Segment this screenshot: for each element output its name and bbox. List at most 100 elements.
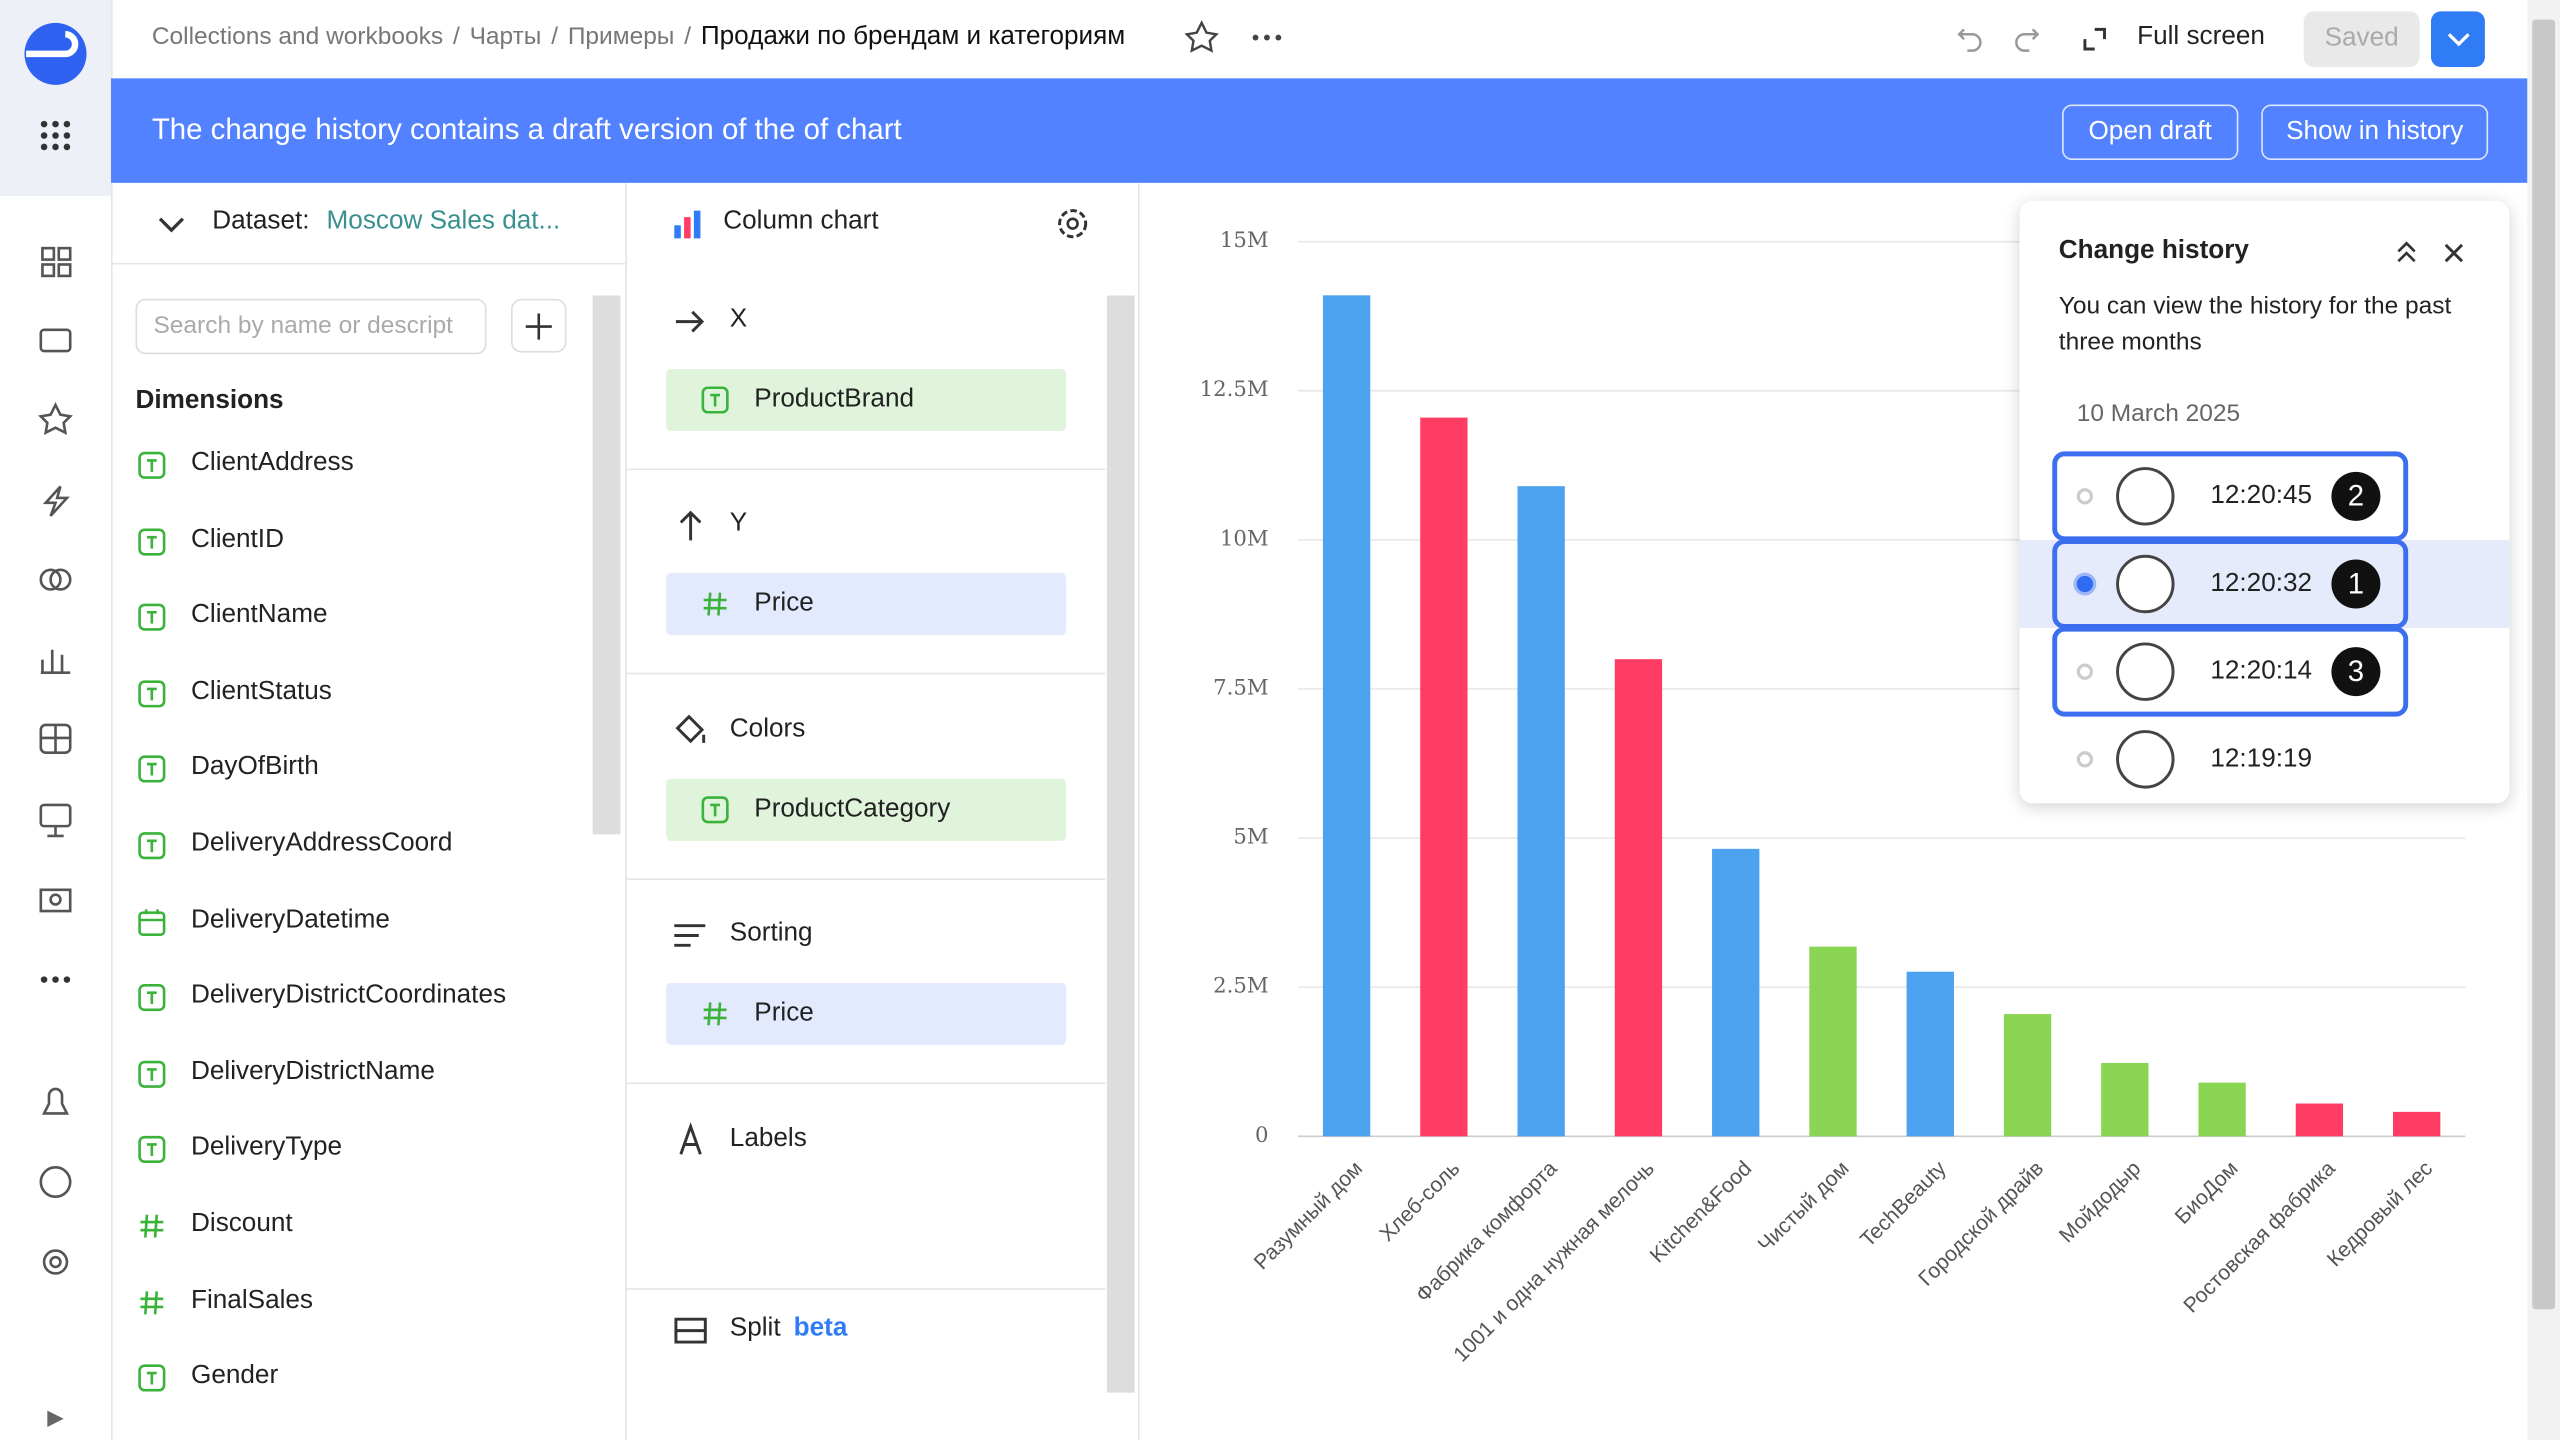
text-field-icon bbox=[138, 756, 166, 784]
version-time: 12:20:14 bbox=[2210, 655, 2312, 685]
icon-frame bbox=[138, 832, 166, 860]
beta-badge: beta bbox=[793, 1314, 848, 1343]
bar bbox=[1712, 848, 1760, 1137]
field-name[interactable]: FinalSales bbox=[191, 1285, 313, 1314]
section-title: Split beta bbox=[729, 1314, 848, 1343]
icon-frame bbox=[138, 679, 166, 708]
dataset-panel bbox=[111, 182, 627, 1440]
field-name[interactable]: DeliveryDatetime bbox=[191, 905, 390, 934]
text-field-icon bbox=[138, 832, 166, 860]
header-icons bbox=[1184, 11, 2485, 67]
field-name[interactable]: DeliveryDistrictCoordinates bbox=[191, 981, 507, 1010]
field-pill[interactable] bbox=[666, 573, 1067, 636]
field-name[interactable]: DeliveryAddressCoord bbox=[191, 829, 453, 858]
field-name[interactable]: DayOfBirth bbox=[191, 753, 319, 782]
version-circle bbox=[2116, 642, 2175, 701]
date-field-icon bbox=[138, 908, 166, 936]
timeline-dot bbox=[2076, 663, 2094, 680]
highlight-box[interactable] bbox=[2052, 539, 2409, 629]
highlight-box[interactable] bbox=[2052, 451, 2409, 542]
text-field-icon bbox=[138, 1136, 166, 1164]
number-field-icon bbox=[140, 1214, 164, 1238]
selected-row bbox=[2019, 539, 2510, 629]
history-controls[interactable] bbox=[2390, 237, 2472, 270]
icon-glyph bbox=[146, 535, 157, 548]
icon-frame bbox=[138, 1136, 166, 1164]
field-name[interactable]: ClientStatus bbox=[191, 677, 332, 705]
breadcrumb-separator: / bbox=[684, 22, 692, 51]
collapse-icon[interactable] bbox=[155, 209, 188, 242]
icon-frame bbox=[138, 603, 166, 631]
section-divider bbox=[625, 1082, 1106, 1085]
dataset-name[interactable]: Moscow Sales dat... bbox=[326, 207, 561, 236]
breadcrumb[interactable]: Collections and workbooks bbox=[151, 22, 444, 51]
text-field-icon bbox=[138, 984, 166, 1012]
breadcrumb[interactable]: Примеры bbox=[567, 22, 675, 51]
field-name[interactable]: Gender bbox=[191, 1361, 279, 1390]
icon-frame bbox=[138, 1364, 166, 1392]
add-field-button[interactable] bbox=[511, 298, 567, 355]
icon-glyph bbox=[140, 1214, 164, 1238]
section-icon bbox=[679, 510, 702, 541]
icon-glyph bbox=[146, 1067, 157, 1081]
page-scrollbar bbox=[2527, 0, 2560, 1440]
field-pill-name: ProductBrand bbox=[754, 385, 915, 414]
badge-number: 3 bbox=[2348, 655, 2364, 688]
field-name[interactable]: ClientAddress bbox=[191, 448, 354, 477]
open-draft-button[interactable]: Open draft bbox=[2062, 104, 2239, 160]
field-name[interactable]: ClientName bbox=[191, 601, 328, 629]
field-pill[interactable] bbox=[666, 778, 1067, 841]
section-title: Colors bbox=[729, 715, 806, 743]
field-pill-name: Price bbox=[754, 589, 814, 618]
show-in-history-button[interactable]: Show in history bbox=[2261, 104, 2489, 160]
highlight-box[interactable] bbox=[2052, 626, 2409, 717]
field-name[interactable]: DeliveryType bbox=[191, 1133, 343, 1162]
icon-frame bbox=[138, 756, 166, 784]
bar bbox=[2101, 1062, 2149, 1137]
section-icon bbox=[674, 1317, 707, 1344]
fullscreen-button[interactable]: Full screen bbox=[2137, 22, 2265, 51]
sidebar bbox=[0, 0, 113, 1440]
section-divider bbox=[625, 672, 1106, 675]
search-input[interactable]: Search by name or descript bbox=[135, 298, 487, 355]
chart-type-icon bbox=[674, 210, 701, 239]
bar bbox=[2198, 1082, 2246, 1137]
breadcrumbs: Collections and workbooks / Чарты / Примеры /… bbox=[152, 23, 1125, 52]
icon-glyph bbox=[146, 763, 157, 777]
dataset-label: Dataset: bbox=[212, 207, 310, 236]
banner bbox=[111, 78, 2528, 183]
icon-glyph bbox=[703, 1002, 727, 1026]
text-field-icon bbox=[138, 679, 166, 708]
chart-type[interactable]: Column chart bbox=[723, 207, 879, 236]
breadcrumb-separator: / bbox=[551, 22, 559, 51]
icon-glyph bbox=[146, 991, 157, 1005]
section-icon bbox=[674, 924, 706, 947]
dimensions-title: Dimensions bbox=[135, 386, 284, 415]
field-pill[interactable] bbox=[666, 982, 1067, 1045]
settings-icon[interactable] bbox=[1055, 206, 1091, 242]
breadcrumb-separator: / bbox=[452, 22, 460, 51]
badge bbox=[2331, 647, 2381, 697]
field-name[interactable]: DeliveryDistrictName bbox=[191, 1057, 435, 1086]
icon-glyph bbox=[146, 687, 157, 701]
bar bbox=[1517, 486, 1565, 1137]
version-circle bbox=[2116, 467, 2175, 526]
section-title: Y bbox=[729, 509, 748, 538]
field-name[interactable]: Discount bbox=[191, 1209, 293, 1238]
bar bbox=[2295, 1103, 2344, 1137]
icon-glyph bbox=[146, 1143, 157, 1157]
text-field-icon bbox=[138, 1364, 166, 1392]
history-popup bbox=[2019, 200, 2510, 804]
badge-number: 1 bbox=[2348, 567, 2364, 600]
icon-glyph bbox=[139, 908, 165, 921]
field-pill[interactable] bbox=[666, 368, 1067, 432]
section-icon bbox=[675, 714, 706, 744]
field-name[interactable]: ClientID bbox=[191, 525, 284, 553]
section-divider bbox=[625, 468, 1106, 471]
version-circle bbox=[2116, 730, 2175, 789]
y-tick-label: 5M bbox=[1233, 825, 1268, 850]
saved-button[interactable]: Saved bbox=[2303, 11, 2420, 67]
icon-glyph bbox=[146, 459, 157, 472]
breadcrumb[interactable]: Чарты bbox=[469, 22, 542, 51]
